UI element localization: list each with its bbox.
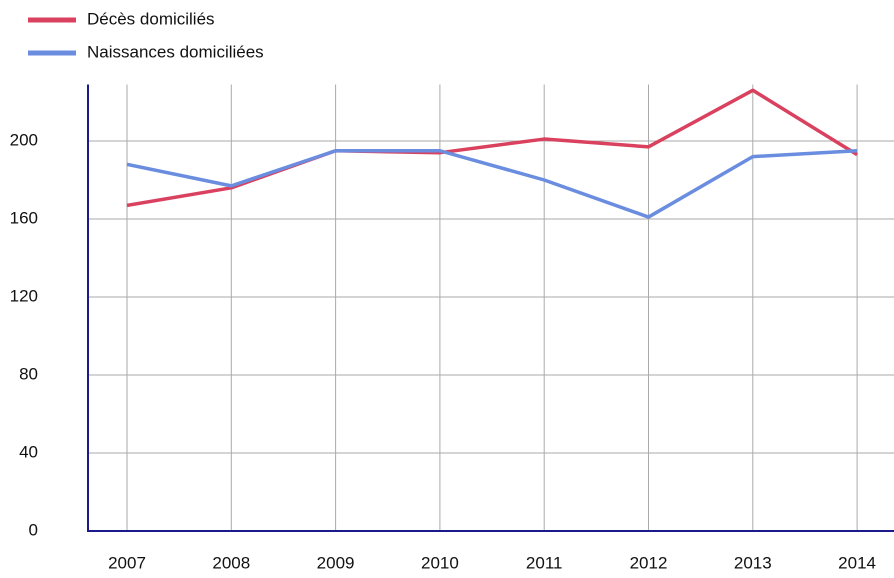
x-tick-label: 2013 <box>734 553 772 572</box>
y-tick-label: 120 <box>10 286 38 305</box>
x-tick-label: 2011 <box>526 553 563 572</box>
y-tick-label: 160 <box>10 208 38 227</box>
legend-label: Décès domiciliés <box>87 9 215 28</box>
series-line <box>126 88 859 208</box>
legend-label: Naissances domiciliées <box>87 42 264 61</box>
x-tick-label: 2010 <box>421 553 459 572</box>
x-tick-label: 2007 <box>108 553 146 572</box>
y-tick-label: 40 <box>19 442 38 461</box>
y-tick-label: 0 <box>29 520 38 539</box>
y-tick-label: 80 <box>19 364 38 383</box>
x-tick-label: 2008 <box>212 553 250 572</box>
y-tick-label: 200 <box>10 130 38 149</box>
x-tick-label: 2009 <box>317 553 355 572</box>
series-line <box>126 149 858 219</box>
x-tick-label: 2014 <box>838 553 876 572</box>
x-tick-label: 2012 <box>630 553 668 572</box>
